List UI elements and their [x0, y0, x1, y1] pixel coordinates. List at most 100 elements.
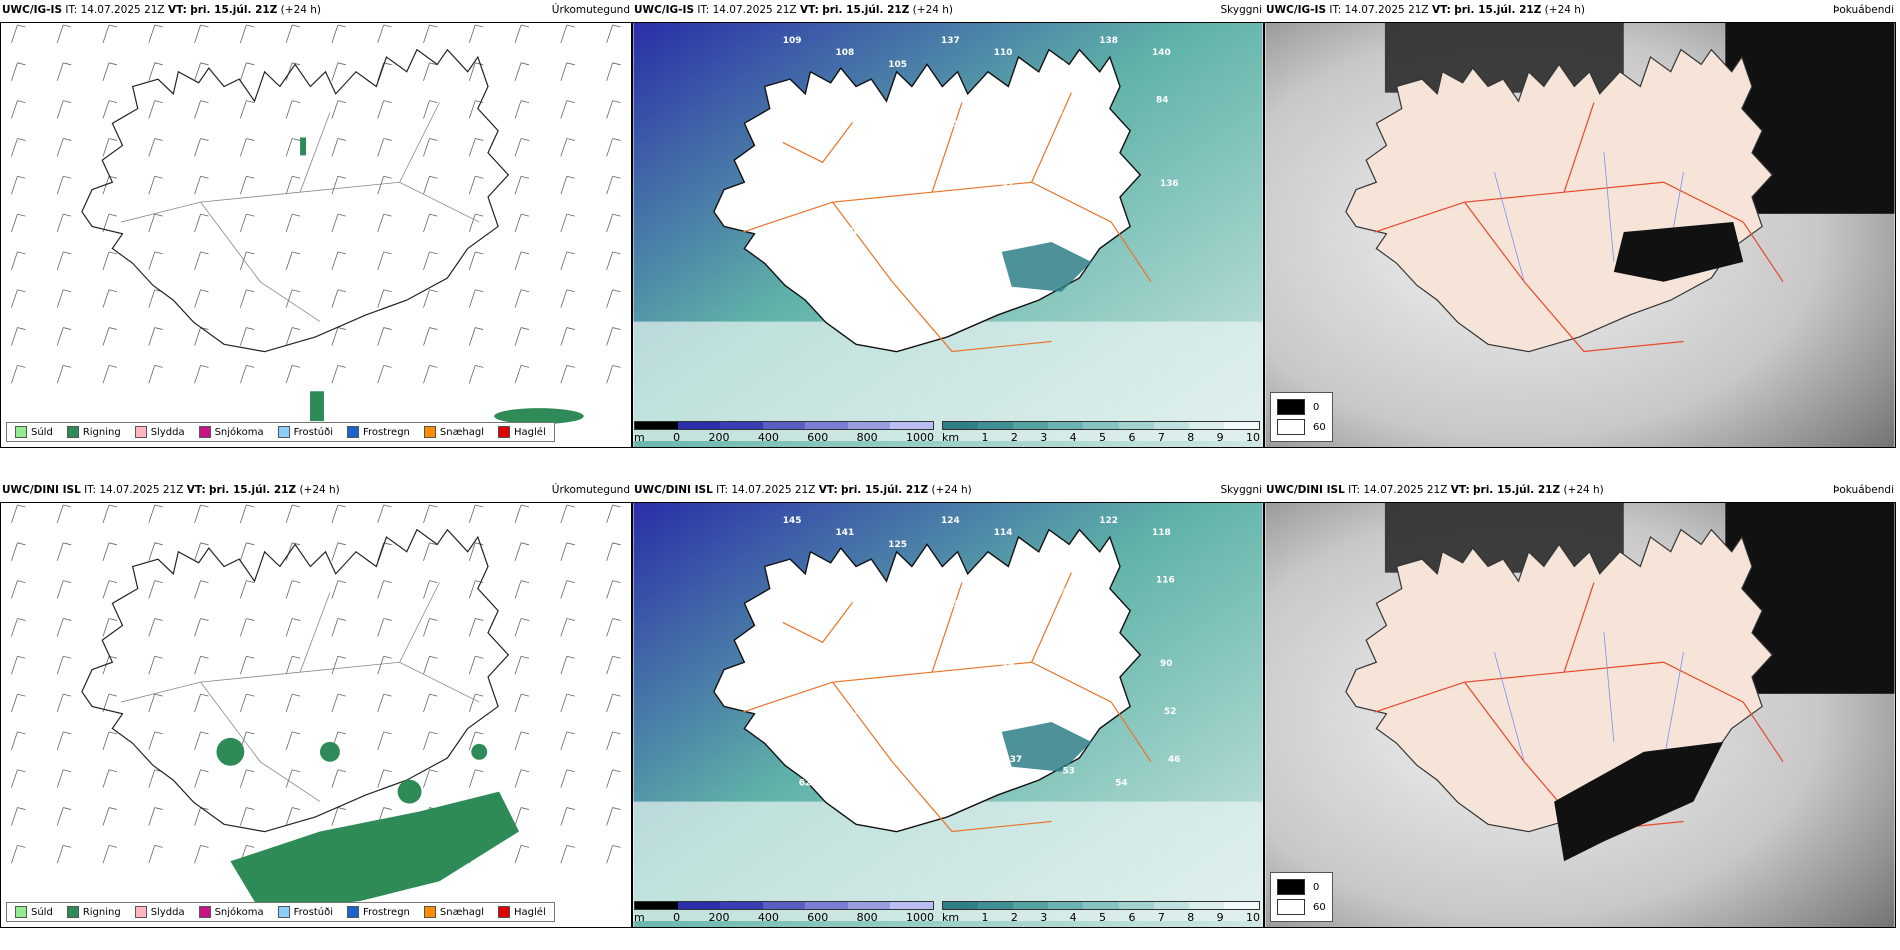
visibility-value: 203: [847, 227, 866, 237]
legend-swatch: [15, 426, 27, 438]
visibility-value: 57: [851, 755, 863, 765]
visibility-value: 121: [787, 600, 806, 610]
legend-item: Súld: [15, 426, 53, 438]
visibility-value: 51: [957, 779, 969, 789]
legend-swatch: [347, 426, 359, 438]
legend-swatch: [277, 906, 290, 918]
visibility-value: 91: [998, 96, 1010, 106]
field-label: Skyggni: [1220, 4, 1263, 16]
visibility-value: 62: [799, 779, 811, 789]
visibility-value: 122: [1099, 516, 1118, 526]
panel-title: UWC/DINI ISL IT: 14.07.2025 21Z VT: þri.…: [1266, 484, 1604, 496]
legend-swatch: [1277, 399, 1305, 415]
visibility-value: 118: [1152, 528, 1171, 538]
legend-item: Snjókoma: [198, 906, 264, 918]
visibility-value: 90: [945, 120, 957, 130]
visibility-value: 54: [1115, 779, 1127, 789]
legend-item: Frostregn: [347, 426, 410, 438]
legend-label: 0: [1313, 401, 1320, 413]
visibility-value: 124: [941, 516, 960, 526]
map-panel: UWC/IG-IS IT: 14.07.2025 21Z VT: þri. 15…: [632, 0, 1264, 448]
panel-title: UWC/DINI ISL IT: 14.07.2025 21Z VT: þri.…: [634, 484, 972, 496]
legend-label: 0: [1313, 881, 1320, 893]
legend-swatch: [347, 906, 359, 918]
legend-label: 60: [1313, 901, 1326, 913]
legend-item: Snæhagl: [423, 426, 484, 438]
fog-index-legend: 0 60: [1270, 392, 1333, 442]
map-frame: [0, 22, 632, 448]
legend-item: Súld: [15, 906, 53, 918]
visibility-value: 100: [1051, 588, 1070, 598]
visibility-value: 95: [896, 155, 908, 165]
visibility-value: 110: [994, 48, 1013, 58]
visibility-value: 121: [1058, 719, 1077, 729]
legend-item: Snæhagl: [423, 906, 484, 918]
legend-swatch: [134, 906, 147, 918]
visibility-value: 145: [783, 516, 802, 526]
visibility-value: 72: [843, 179, 855, 189]
legend-swatch: [15, 906, 27, 918]
legend-swatch: [277, 426, 290, 438]
visibility-value: 109: [892, 588, 911, 598]
legend-label: 60: [1313, 421, 1326, 433]
legend-swatch: [498, 426, 511, 438]
field-label: Úrkomutegund: [551, 4, 630, 16]
legend-item: Slydda: [134, 426, 185, 438]
legend-item: Haglél: [498, 906, 546, 918]
visibility-value: 90: [1051, 108, 1063, 118]
visibility-value: 95: [1054, 635, 1066, 645]
legend-item: Frostregn: [347, 906, 410, 918]
legend-label: Slydda: [150, 906, 185, 918]
map-panel: UWC/DINI ISL IT: 14.07.2025 21Z VT: þri.…: [632, 480, 1264, 928]
legend-swatch: [134, 426, 147, 438]
visibility-value: 84: [1156, 96, 1168, 106]
map-panel: UWC/IG-IS IT: 14.07.2025 21Z VT: þri. 15…: [0, 0, 632, 448]
visibility-value: 109: [783, 36, 802, 46]
visibility-value: 95: [892, 108, 904, 118]
map-panel: UWC/DINI ISL IT: 14.07.2025 21Z VT: þri.…: [0, 480, 632, 928]
precip-type-legend: Súld Rigning Slydda Snjókoma Frostúði: [6, 422, 555, 442]
visibility-value: 99: [896, 635, 908, 645]
legend-label: Frostregn: [363, 906, 410, 918]
visibility-value: 128: [791, 647, 810, 657]
visibility-value: 100: [949, 647, 968, 657]
visibility-value: 116: [1156, 576, 1175, 586]
legend-swatch: [423, 906, 436, 918]
legend-swatch: [198, 906, 211, 918]
map-frame: [1264, 502, 1896, 928]
map-frame: 145 141 125 124 114 132 122 118 121 123 109 162 102 1…: [632, 502, 1264, 928]
legend-label: Haglél: [514, 906, 546, 918]
visibility-value: 191: [1103, 600, 1122, 610]
visibility-value: 53: [1062, 767, 1074, 777]
visibility-value: 108: [836, 48, 855, 58]
visibility-value: 162: [945, 600, 964, 610]
panel-title: UWC/IG-IS IT: 14.07.2025 21Z VT: þri. 15…: [1266, 4, 1586, 16]
visibility-value: 105: [843, 659, 862, 669]
visibility-scale-km: km 1 2 3 4 5 6 7 8 9 10: [942, 901, 1260, 924]
visibility-value: 114: [994, 528, 1013, 538]
visibility-value: 62: [1103, 120, 1115, 130]
legend-label: Haglél: [514, 426, 546, 438]
legend-swatch: [66, 906, 79, 918]
visibility-value: 99: [1107, 167, 1119, 177]
legend-swatch: [198, 426, 211, 438]
legend-swatch: [1277, 899, 1305, 915]
visibility-value: 102: [998, 576, 1017, 586]
legend-label: Snjókoma: [214, 906, 264, 918]
visibility-value: 97: [840, 96, 852, 106]
legend-label: Rigning: [82, 426, 121, 438]
legend-swatch: [498, 906, 511, 918]
visibility-value: 108: [900, 719, 919, 729]
visibility-value: 97: [1107, 647, 1119, 657]
map-panel: UWC/IG-IS IT: 14.07.2025 21Z VT: þri. 15…: [1264, 0, 1896, 448]
legend-label: Slydda: [150, 426, 185, 438]
visibility-value: 136: [1160, 179, 1179, 189]
visibility-value: 53: [1111, 695, 1123, 705]
visibility-value: 212: [949, 167, 968, 177]
visibility-scale-km: km 1 2 3 4 5 6 7 8 9 10: [942, 421, 1260, 444]
visibility-value: 329: [1006, 707, 1025, 717]
visibility-value: 137: [941, 36, 960, 46]
legend-swatch: [1277, 419, 1305, 435]
field-label: Skyggni: [1220, 484, 1263, 496]
visibility-value: 141: [836, 528, 855, 538]
